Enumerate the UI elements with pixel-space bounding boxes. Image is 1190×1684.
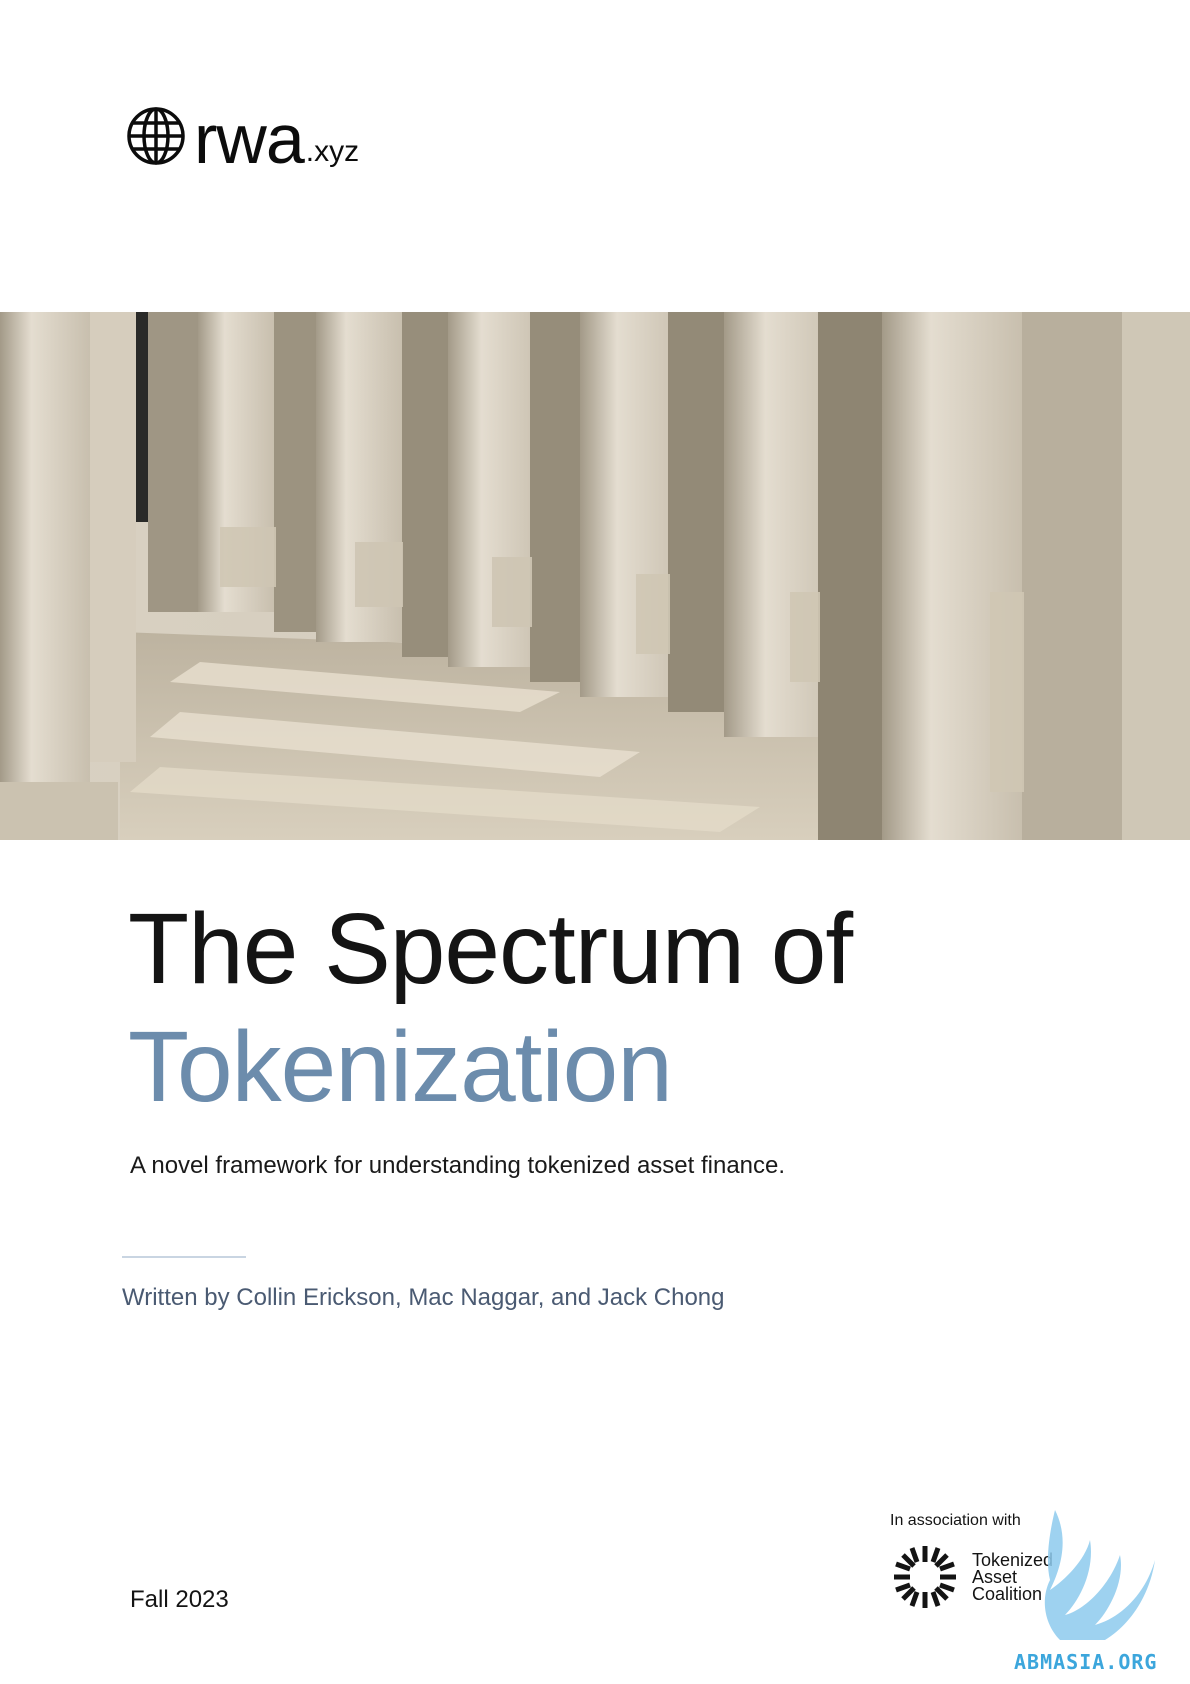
tac-logo: Tokenized Asset Coalition: [890, 1542, 1053, 1612]
tac-name-line-1: Tokenized: [972, 1549, 1054, 1570]
tac-name-line-2: Asset: [972, 1566, 1018, 1587]
document-subtitle: A novel framework for understanding toke…: [130, 1152, 786, 1179]
title-line-2: Tokenization: [128, 1011, 673, 1123]
publication-date: Fall 2023: [130, 1586, 229, 1613]
tac-name: Tokenized Asset Coalition: [972, 1549, 1054, 1604]
tac-burst-icon: [894, 1546, 956, 1608]
section-divider: [122, 1256, 246, 1258]
watermark-text: ABMASIA.ORG: [1014, 1650, 1158, 1674]
hero-image-colonnade: [0, 312, 1190, 840]
association-label: In association with: [890, 1512, 1021, 1529]
authors-line: Written by Collin Erickson, Mac Naggar, …: [122, 1284, 725, 1311]
brand-name: rwa: [194, 100, 305, 178]
document-title: The Spectrum of Tokenization: [128, 890, 853, 1126]
globe-icon: [127, 107, 185, 165]
association-block: In association with: [890, 1512, 1053, 1612]
tac-name-line-3: Coalition: [972, 1583, 1043, 1604]
griffin-watermark-icon: [1044, 1510, 1155, 1640]
brand-logo: rwa .xyz: [126, 100, 360, 178]
brand-tld: .xyz: [305, 135, 360, 168]
title-line-1: The Spectrum of: [128, 893, 853, 1005]
